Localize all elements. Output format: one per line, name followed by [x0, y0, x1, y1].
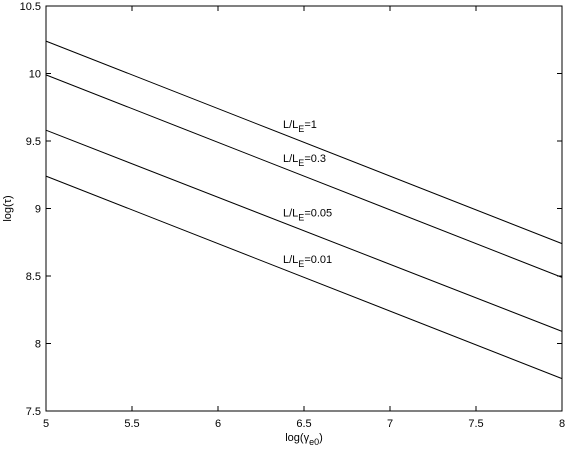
- line-label-main: L/L: [283, 153, 298, 165]
- x-tick-label: 7.5: [468, 418, 483, 430]
- line-label-sub: E: [298, 213, 304, 223]
- line: [45, 74, 563, 278]
- line-label-sub: E: [298, 158, 304, 168]
- x-tick-label: 6: [215, 418, 221, 430]
- line-label: L/LE=0.01: [283, 254, 332, 269]
- x-tick-label: 7: [387, 418, 393, 430]
- y-axis-label: log(τ): [2, 195, 14, 221]
- x-axis-label-sub: e0: [309, 437, 319, 447]
- x-tick-label: 5.5: [124, 418, 139, 430]
- line-label-rest: =0.05: [304, 208, 332, 220]
- y-tick-label: 8.5: [26, 271, 41, 283]
- y-tick-label: 7.5: [26, 406, 41, 418]
- x-axis-label-rest: ): [319, 432, 323, 444]
- line-label-rest: =1: [304, 119, 317, 131]
- x-axis-label-main: log(γ: [285, 432, 309, 444]
- line-label-sub: E: [298, 259, 304, 269]
- line: [45, 175, 563, 380]
- x-axis-label: log(γe0): [285, 432, 323, 447]
- y-tick-label: 10: [29, 69, 41, 81]
- x-tick-label: 8: [559, 418, 565, 430]
- line-label-rest: =0.3: [304, 153, 326, 165]
- line-label-sub: E: [298, 124, 304, 134]
- line-label-main: L/L: [283, 254, 298, 266]
- line: [45, 129, 563, 332]
- line-label: L/LE=0.05: [283, 208, 332, 223]
- x-tick-label: 5: [43, 418, 49, 430]
- line-label-rest: =0.01: [304, 254, 332, 266]
- y-tick-label: 10.5: [20, 1, 41, 13]
- y-tick-label: 9.5: [26, 136, 41, 148]
- y-tick-label: 8: [35, 339, 41, 351]
- line-label-main: L/L: [283, 119, 298, 131]
- line-label: L/LE=1: [283, 119, 317, 134]
- y-tick-label: 9: [35, 204, 41, 216]
- line: [45, 40, 563, 245]
- line-label-main: L/L: [283, 208, 298, 220]
- x-tick-label: 6.5: [296, 418, 311, 430]
- line-label: L/LE=0.3: [283, 153, 326, 168]
